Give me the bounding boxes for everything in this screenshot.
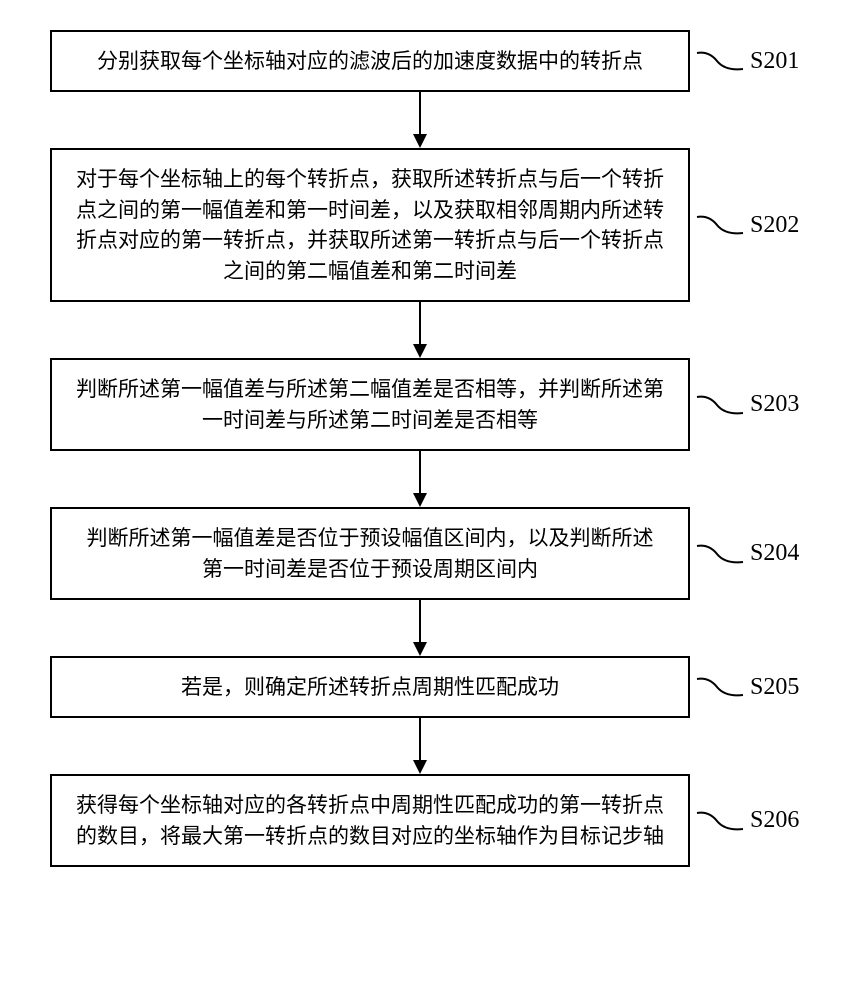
step-box-s202: 对于每个坐标轴上的每个转折点，获取所述转折点与后一个转折 点之间的第一幅值差和第…: [50, 148, 690, 302]
step-label-s204: S204: [750, 540, 799, 567]
step-box-s204: 判断所述第一幅值差是否位于预设幅值区间内，以及判断所述 第一时间差是否位于预设周…: [50, 507, 690, 600]
step-label-s202: S202: [750, 212, 799, 239]
arrow-connector: [100, 92, 740, 148]
step-label-s206: S206: [750, 807, 799, 834]
arrow-connector: [100, 451, 740, 507]
brace-connector: [695, 809, 745, 833]
brace-connector: [695, 542, 745, 566]
arrow-connector: [100, 302, 740, 358]
arrow-connector: [100, 600, 740, 656]
step-box-s201: 分别获取每个坐标轴对应的滤波后的加速度数据中的转折点: [50, 30, 690, 92]
step-label-s203: S203: [750, 391, 799, 418]
step-box-s206: 获得每个坐标轴对应的各转折点中周期性匹配成功的第一转折点 的数目，将最大第一转折…: [50, 774, 690, 867]
brace-connector: [695, 393, 745, 417]
step-label-s201: S201: [750, 48, 799, 75]
arrow-connector: [100, 718, 740, 774]
brace-connector: [695, 49, 745, 73]
step-box-s203: 判断所述第一幅值差与所述第二幅值差是否相等，并判断所述第 一时间差与所述第二时间…: [50, 358, 690, 451]
brace-connector: [695, 213, 745, 237]
brace-connector: [695, 675, 745, 699]
step-label-s205: S205: [750, 674, 799, 701]
step-box-s205: 若是，则确定所述转折点周期性匹配成功: [50, 656, 690, 718]
